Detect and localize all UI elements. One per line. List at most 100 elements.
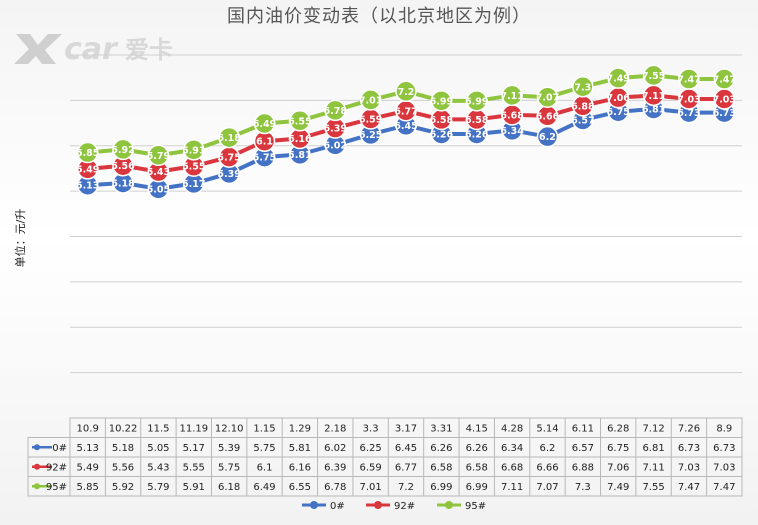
table-cell: 6.25: [359, 443, 381, 454]
data-label: 6.1: [256, 137, 273, 148]
table-row-label: 0#: [52, 443, 67, 454]
table-cell: 6.58: [466, 462, 488, 473]
table-cell: 6.73: [678, 443, 700, 454]
series-lines: 5.13 5.18 5.05 5.17 5.39 5.75 5.81 6.02 6.25 6.45…: [76, 64, 736, 200]
data-point: [430, 90, 453, 112]
data-point: [289, 110, 311, 132]
table-cell: 6.77: [395, 462, 417, 473]
data-label: 6.39: [324, 124, 347, 135]
table-cell: 5.85: [77, 482, 99, 493]
table-cell: 6.49: [253, 482, 275, 493]
table-row-label: 92#: [46, 462, 67, 473]
table-cell: 5.55: [183, 462, 205, 473]
data-point: [713, 68, 736, 90]
series-0#: 5.13 5.18 5.05 5.17 5.39 5.75 5.81 6.02 6.25 6.45…: [76, 98, 736, 200]
data-label: 5.75: [217, 153, 240, 164]
data-label: 6.77: [394, 106, 417, 117]
data-point: [572, 76, 594, 98]
tick-label: 2.18: [324, 423, 346, 434]
table-cell: 6.2: [540, 443, 556, 454]
data-label: 6.73: [713, 108, 736, 119]
data-label: 6.88: [571, 101, 595, 112]
data-point: [147, 144, 170, 167]
legend-marker: [310, 501, 318, 509]
table-cell: 5.49: [77, 462, 99, 473]
tick-label: 10.9: [77, 423, 99, 434]
legend-marker: [374, 501, 382, 509]
data-point: [465, 90, 488, 112]
data-label: 6.16: [288, 134, 312, 145]
data-label: 6.34: [500, 126, 524, 137]
data-label: 6.68: [500, 110, 524, 121]
table-border: [27, 437, 743, 497]
tick-label: 7.26: [678, 423, 700, 434]
data-point: [607, 67, 629, 89]
row-key-marker: [34, 483, 40, 490]
legend-item: 0#: [302, 501, 345, 512]
y-axis-label: 单位：元/升: [13, 209, 27, 268]
tick-label: 1.15: [253, 423, 275, 434]
data-label: 5.39: [217, 169, 240, 180]
table-cell: 5.17: [183, 443, 205, 454]
table-cell: 6.58: [430, 462, 452, 473]
table-cell: 6.55: [289, 482, 311, 493]
data-point: [253, 112, 276, 135]
series-95#: 5.85 5.92 5.79 5.91 6.18 6.49 6.55 6.78 7.01 7.2 6…: [76, 64, 736, 167]
logo-mark-icon: [14, 34, 62, 64]
table-cell: 7.03: [713, 462, 735, 473]
legend-item: 95#: [437, 501, 486, 512]
data-label: 6.2: [539, 132, 556, 143]
table-cell: 5.79: [147, 482, 169, 493]
data-label: 7.3: [574, 82, 591, 93]
data-point: [678, 68, 700, 90]
data-label: 5.18: [111, 178, 135, 189]
table-cell: 6.18: [218, 482, 240, 493]
data-label: 6.26: [465, 129, 489, 140]
table-cell: 7.01: [359, 482, 381, 493]
table-cell: 7.2: [398, 482, 414, 493]
data-point: [501, 84, 523, 107]
data-label: 6.26: [430, 129, 454, 140]
table-cell: 6.45: [395, 443, 417, 454]
data-label: 7.2: [398, 87, 415, 98]
data-label: 7.07: [536, 93, 559, 104]
data-label: 5.55: [182, 162, 205, 173]
data-label: 7.06: [606, 93, 630, 104]
data-label: 6.58: [465, 115, 489, 126]
tick-label: 4.28: [501, 423, 523, 434]
table-cell: 6.26: [466, 443, 488, 454]
data-label: 5.85: [76, 148, 99, 159]
table-cell: 6.16: [289, 462, 311, 473]
data-label: 6.81: [642, 104, 665, 115]
data-label: 5.49: [76, 164, 99, 175]
data-label: 6.99: [430, 96, 453, 107]
data-label: 6.58: [430, 115, 454, 126]
table-cell: 5.56: [112, 462, 134, 473]
legend: 0# 92# 95#: [302, 501, 486, 512]
data-label: 6.18: [217, 133, 241, 144]
data-label: 5.75: [253, 153, 276, 164]
tick-label: 4.15: [466, 423, 488, 434]
tick-label: 1.29: [289, 423, 311, 434]
table-cell: 7.47: [713, 482, 735, 493]
table-cell: 7.47: [678, 482, 700, 493]
data-label: 5.92: [111, 145, 134, 156]
tick-label: 6.11: [572, 423, 594, 434]
tick-label: 7.12: [642, 423, 664, 434]
row-key-marker: [34, 444, 40, 451]
data-label: 5.56: [111, 161, 135, 172]
data-label: 5.79: [147, 151, 170, 162]
data-label: 6.66: [536, 111, 560, 122]
data-label: 7.11: [642, 91, 665, 102]
table-cell: 7.03: [678, 462, 700, 473]
data-label: 7.47: [677, 75, 700, 86]
data-label: 6.49: [253, 119, 276, 130]
table-cell: 5.92: [112, 482, 134, 493]
data-label: 7.55: [642, 71, 665, 82]
data-point: [218, 126, 240, 149]
table-cell: 7.06: [607, 462, 629, 473]
data-point: [395, 80, 417, 103]
legend-marker: [445, 501, 453, 509]
chart-title: 国内油价变动表（以北京地区为例）: [227, 6, 531, 27]
data-table: 10.9 10.22 11.5 11.19 12.10 1.15 1.29 2.18 3.3 3.…: [27, 417, 743, 497]
